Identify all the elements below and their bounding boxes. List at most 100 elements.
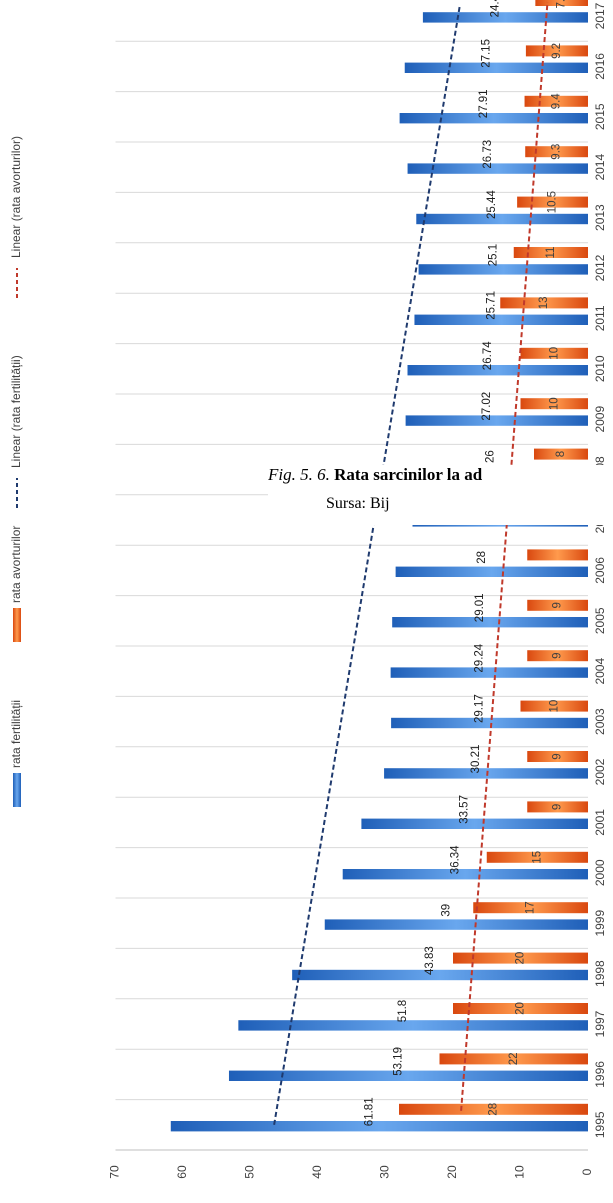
bar-abortion [520,398,588,410]
figure-caption: Fig. 5. 6. Rata sarcinilor la ad Sursa: … [268,465,613,525]
bar-fertility [392,617,588,628]
data-label-fertility: 26.74 [482,341,494,370]
data-label-fertility: 25.71 [485,291,497,320]
trendline-fertility [273,5,461,1125]
bar-fertility [238,1020,588,1031]
category-tick-label: 2015 [593,103,607,130]
category-tick-label: 2000 [593,859,607,886]
legend-item-trend-fertility: Linear (rata fertilității) [9,355,23,508]
data-label-abortion: 9.3 [551,144,563,160]
trendline-abortion [460,1,549,1111]
legend-label: rata avorturilor [9,526,23,603]
bar-fertility [407,163,588,174]
data-label-abortion: 9 [552,602,564,608]
bar-fertility [384,768,588,779]
category-tick-label: 1997 [593,1010,607,1037]
data-label-abortion: 17 [525,901,537,914]
bar-fertility [395,566,588,577]
bar-fertility [292,969,588,981]
legend-item-abortion: rata avorturilor [9,526,23,642]
bar-fertility [399,113,588,124]
bar-fertility [407,365,588,376]
data-label-abortion: 15 [531,851,543,864]
data-label-fertility: 36.34 [449,845,461,874]
category-tick-label: 2010 [593,355,607,382]
data-label-abortion: 9.2 [551,43,563,59]
caption-title-text: Rata sarcinilor la ad [334,465,483,484]
bar-fertility [416,213,588,225]
category-tick-label: 2002 [593,758,607,785]
category-tick-label: 2017 [593,2,607,29]
data-label-abortion: 9 [552,753,564,759]
category-tick-label: 2004 [593,658,607,685]
bar-abortion [439,1053,588,1065]
data-label-fertility: 24.46 [489,0,501,17]
data-label-fertility: 26 [484,450,496,463]
category-tick-label: 1998 [593,960,607,987]
bar-abortion [520,700,588,712]
category-tick-label: 2012 [593,254,607,281]
value-tick-label: 50 [243,1165,257,1179]
data-label-abortion: 20 [515,952,527,965]
bar-fertility [414,314,588,325]
data-label-abortion: 9 [552,652,564,658]
data-label-abortion: 9 [552,804,564,810]
data-label-fertility: 26.73 [482,140,494,169]
data-label-fertility: 29.01 [474,593,486,622]
data-label-abortion: 8 [555,451,567,457]
value-tick-label: 20 [445,1165,459,1179]
category-tick-label: 2013 [593,204,607,231]
bar-abortion [525,146,588,158]
bar-abortion [453,1003,588,1014]
bar-abortion [520,347,588,359]
bar-abortion [527,599,588,611]
data-label-abortion: 10.5 [547,191,559,213]
data-label-fertility: 27.15 [480,39,492,68]
category-tick-label: 1995 [593,1111,607,1138]
legend-label: Linear (rata fertilității) [9,355,23,468]
legend-item-fertility: rata fertilității [9,700,23,807]
bar-abortion [453,952,588,964]
bar-fertility [422,12,588,23]
bar-fertility [324,919,588,930]
legend-swatch [13,773,21,807]
bar-abortion [527,801,588,813]
value-tick-label: 70 [108,1165,122,1179]
category-tick-label: 2014 [593,154,607,181]
bar-abortion [486,851,588,863]
data-label-fertility: 39 [440,904,452,917]
data-label-fertility: 30.21 [470,745,482,774]
data-label-abortion: 13 [538,297,550,310]
bar-abortion [527,650,588,662]
data-label-abortion: 10 [548,397,560,410]
data-label-abortion: 28 [488,1103,500,1116]
category-tick-label: 2005 [593,607,607,634]
caption-fig-number: Fig. 5. 6. [268,465,330,484]
bar-fertility [390,667,588,678]
bar-abortion [513,247,588,258]
data-label-fertility: 53.19 [393,1047,405,1076]
data-label-abortion: 10 [548,347,560,360]
value-tick-label: 40 [310,1165,324,1179]
legend-swatch [13,608,21,642]
bar-fertility [342,869,588,880]
legend-label: rata fertilității [9,700,23,768]
bar-fertility [170,1121,588,1132]
data-label-fertility: 43.83 [424,946,436,975]
data-label-fertility: 28 [476,551,488,564]
bar-abortion [525,45,588,57]
data-label-fertility: 33.57 [459,795,471,824]
bar-fertility [418,264,588,275]
data-label-fertility: 51.8 [397,1000,409,1022]
category-tick-label: 2011 [593,305,607,331]
data-label-fertility: 27.02 [481,392,493,421]
legend-item-trend-abortion: Linear (rata avorturilor) [9,136,23,298]
value-tick-label: 10 [513,1165,527,1179]
category-tick-label: 1999 [593,910,607,937]
bar-abortion [517,196,588,208]
data-label-abortion: 22 [508,1053,520,1066]
data-label-fertility: 25.1 [487,244,499,266]
data-label-abortion: 7.8 [556,0,568,9]
data-label-abortion: 20 [515,1002,527,1015]
